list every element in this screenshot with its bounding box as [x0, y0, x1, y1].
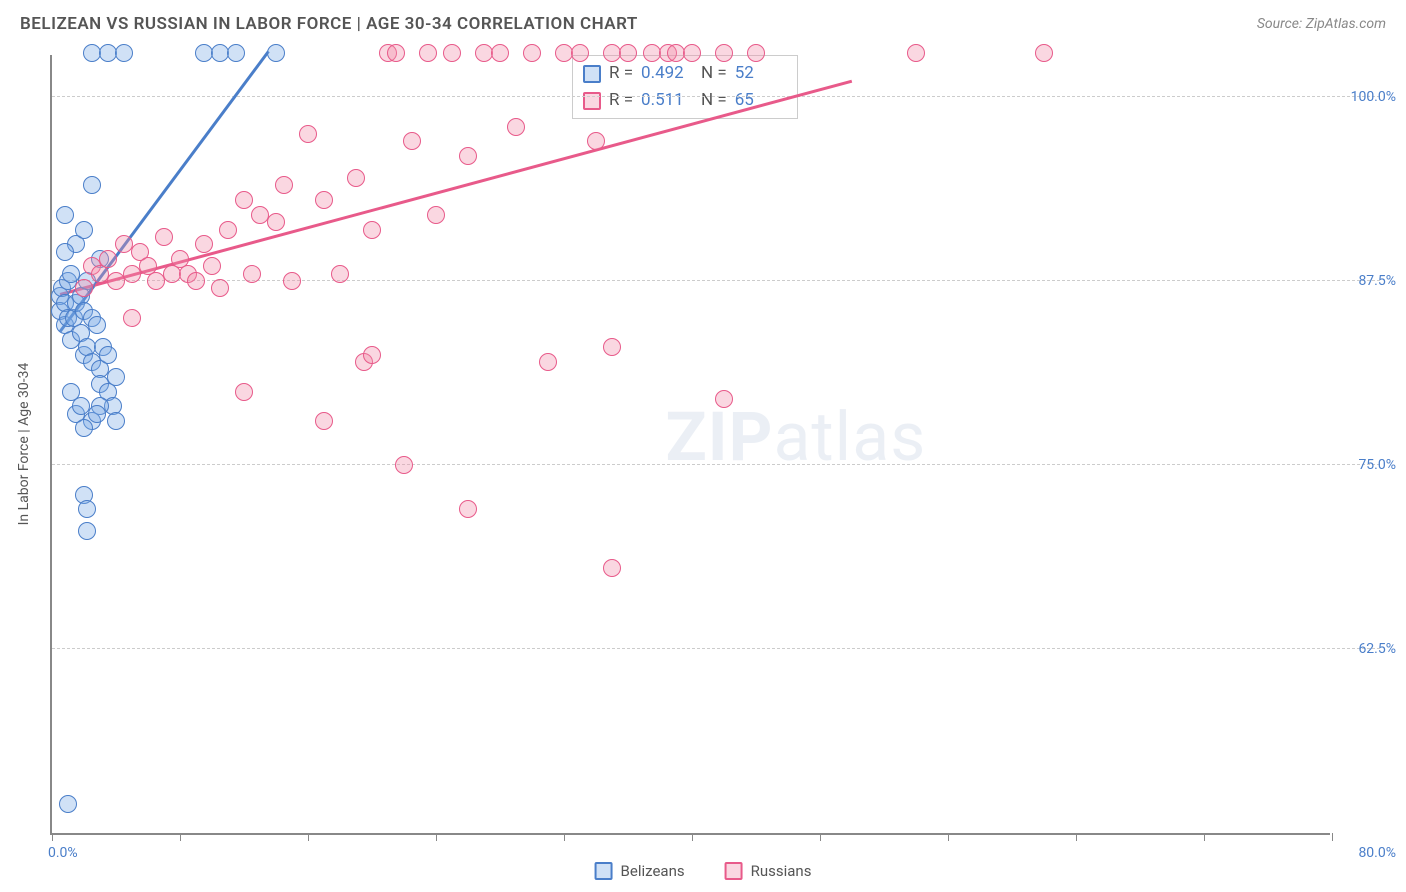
gridline: [52, 648, 1380, 649]
data-point: [363, 221, 381, 239]
data-point: [107, 368, 125, 386]
data-point: [347, 169, 365, 187]
data-point: [403, 132, 421, 150]
swatch-belizeans-icon: [583, 65, 601, 83]
data-point: [715, 44, 733, 62]
source-label: Source: ZipAtlas.com: [1257, 16, 1386, 32]
correlation-legend: R = 0.492 N = 52 R = 0.511 N = 65: [572, 55, 798, 119]
y-tick-label: 87.5%: [1358, 273, 1396, 289]
data-point: [99, 250, 117, 268]
y-tick-label: 62.5%: [1358, 641, 1396, 657]
legend-item-russians: Russians: [725, 862, 812, 880]
data-point: [587, 132, 605, 150]
x-tick: [436, 833, 437, 841]
y-tick-label: 75.0%: [1358, 457, 1396, 473]
x-tick: [564, 833, 565, 841]
legend-row-belizeans: R = 0.492 N = 52: [583, 60, 787, 87]
x-tick: [308, 833, 309, 841]
x-axis-max-label: 80.0%: [1358, 845, 1396, 861]
data-point: [419, 44, 437, 62]
data-point: [1035, 44, 1053, 62]
data-point: [219, 221, 237, 239]
x-tick: [1076, 833, 1077, 841]
data-point: [88, 405, 106, 423]
data-point: [459, 147, 477, 165]
data-point: [507, 118, 525, 136]
watermark: ZIPatlas: [665, 397, 926, 477]
data-point: [571, 44, 589, 62]
swatch-russians-icon: [725, 862, 743, 880]
data-point: [99, 346, 117, 364]
data-point: [243, 265, 261, 283]
x-tick: [1332, 833, 1333, 841]
data-point: [107, 412, 125, 430]
data-point: [75, 221, 93, 239]
data-point: [315, 412, 333, 430]
data-point: [747, 44, 765, 62]
x-tick: [1204, 833, 1205, 841]
data-point: [363, 346, 381, 364]
data-point: [267, 44, 285, 62]
y-tick-label: 100.0%: [1351, 89, 1396, 105]
data-point: [115, 44, 133, 62]
y-axis-title: In Labor Force | Age 30-34: [16, 363, 32, 526]
x-tick: [52, 833, 53, 841]
data-point: [603, 338, 621, 356]
data-point: [88, 316, 106, 334]
data-point: [299, 125, 317, 143]
data-point: [283, 272, 301, 290]
x-tick: [692, 833, 693, 841]
data-point: [56, 206, 74, 224]
swatch-belizeans-icon: [595, 862, 613, 880]
swatch-russians-icon: [583, 92, 601, 110]
data-point: [315, 191, 333, 209]
data-point: [235, 383, 253, 401]
data-point: [267, 213, 285, 231]
data-point: [195, 235, 213, 253]
chart-title: BELIZEAN VS RUSSIAN IN LABOR FORCE | AGE…: [20, 14, 638, 34]
legend-item-belizeans: Belizeans: [595, 862, 685, 880]
data-point: [83, 176, 101, 194]
data-point: [491, 44, 509, 62]
x-tick: [180, 833, 181, 841]
gridline: [52, 464, 1380, 465]
data-point: [78, 522, 96, 540]
data-point: [78, 500, 96, 518]
series-legend: Belizeans Russians: [595, 862, 812, 880]
data-point: [56, 243, 74, 261]
data-point: [907, 44, 925, 62]
data-point: [75, 279, 93, 297]
data-point: [539, 353, 557, 371]
data-point: [443, 44, 461, 62]
data-point: [75, 419, 93, 437]
plot-area: In Labor Force | Age 30-34 0.0% 80.0% ZI…: [50, 55, 1330, 835]
data-point: [427, 206, 445, 224]
data-point: [603, 559, 621, 577]
data-point: [235, 191, 253, 209]
data-point: [523, 44, 541, 62]
x-axis-min-label: 0.0%: [48, 845, 78, 861]
data-point: [275, 176, 293, 194]
data-point: [619, 44, 637, 62]
legend-row-russians: R = 0.511 N = 65: [583, 87, 787, 114]
data-point: [59, 795, 77, 813]
data-point: [155, 228, 173, 246]
data-point: [211, 279, 229, 297]
data-point: [395, 456, 413, 474]
data-point: [187, 272, 205, 290]
gridline: [52, 96, 1380, 97]
data-point: [683, 44, 701, 62]
data-point: [123, 309, 141, 327]
data-point: [715, 390, 733, 408]
x-tick: [948, 833, 949, 841]
data-point: [203, 257, 221, 275]
x-tick: [820, 833, 821, 841]
data-point: [459, 500, 477, 518]
data-point: [387, 44, 405, 62]
data-point: [331, 265, 349, 283]
data-point: [227, 44, 245, 62]
